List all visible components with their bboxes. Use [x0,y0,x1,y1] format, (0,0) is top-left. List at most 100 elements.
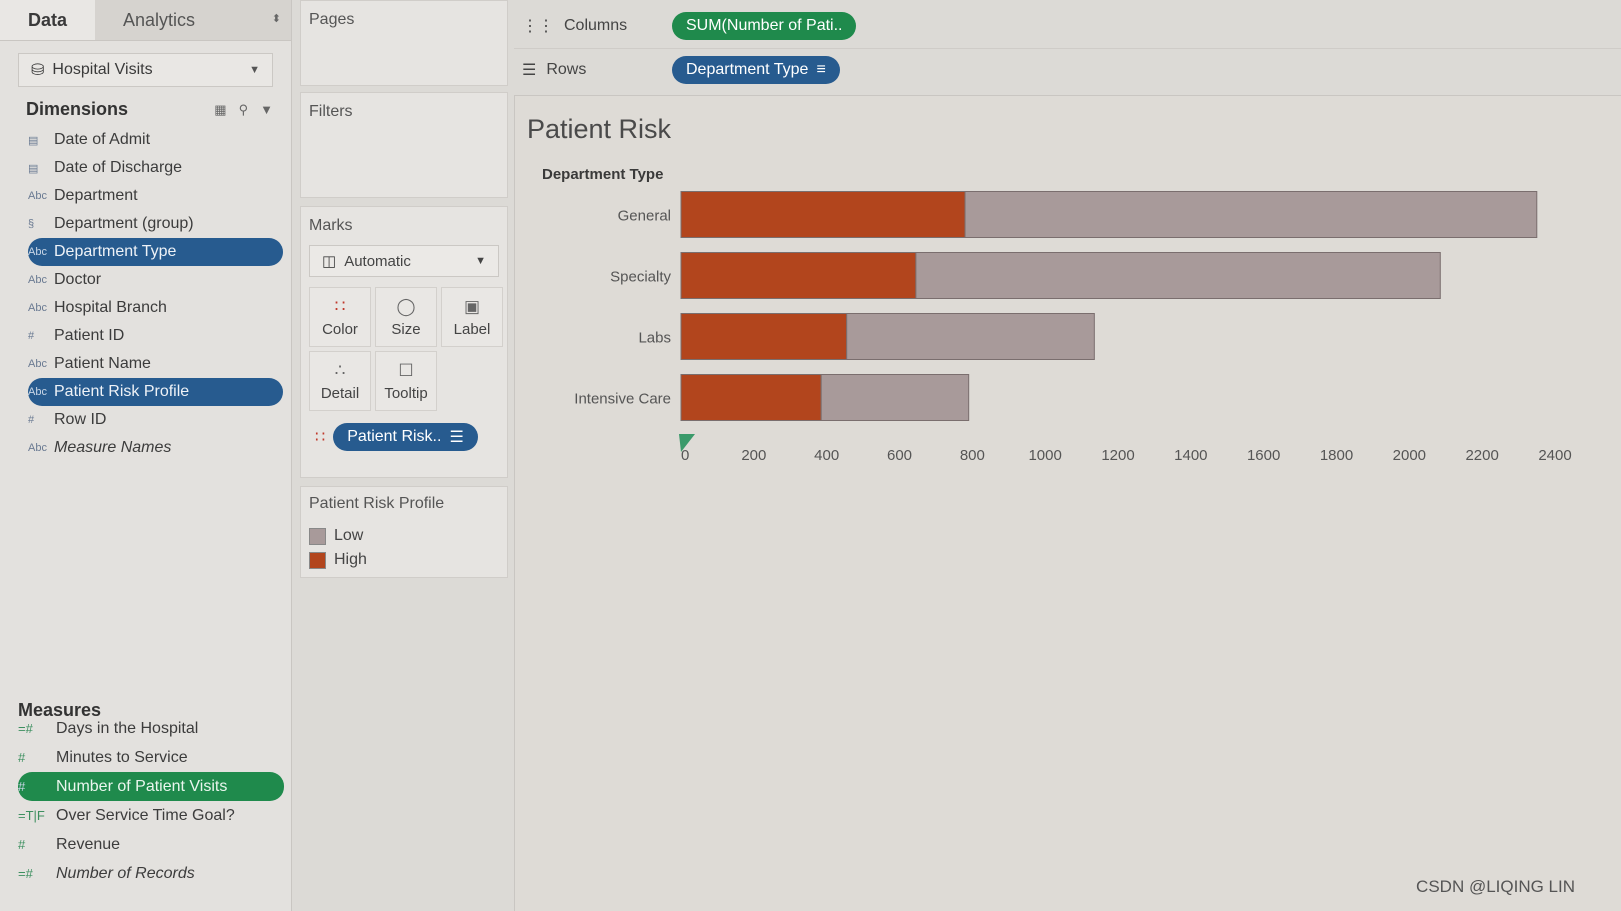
pages-title: Pages [309,11,355,28]
legend-item-low[interactable]: Low [309,527,499,545]
bar-chart-icon: ◫ [322,253,337,270]
bar-low[interactable] [820,374,970,421]
sheet-title: Patient Risk [527,114,672,144]
x-tick-label: 2200 [1465,447,1498,464]
field-label: Patient ID [54,327,125,344]
field-type-icon: =T|F [18,808,45,823]
category-label: Intensive Care [574,391,671,408]
field-item[interactable]: =# Number of Records [18,859,284,888]
x-tick-label: 2400 [1538,447,1571,464]
tooltip-icon: ☐ [398,360,414,380]
color-encoding: ∷ Patient Risk.. ☰ [315,423,499,451]
shelves: ⋮⋮ Columns SUM(Number of Pati.. ☰ Rows D… [514,0,1621,92]
field-item[interactable]: § Department (group) [28,210,283,238]
worksheet-view: Patient Risk Department Type General Spec… [514,95,1621,911]
field-type-icon: ▤ [28,134,39,147]
filters-card[interactable]: Filters [300,92,508,198]
field-item[interactable]: ▤ Date of Discharge [28,154,283,182]
columns-label: Columns [564,17,628,34]
bar-low[interactable] [915,252,1441,299]
field-item[interactable]: Abc Hospital Branch [28,294,283,322]
bar-low[interactable] [846,313,1095,360]
rows-pill[interactable]: Department Type ≡ [672,56,840,84]
tooltip-button[interactable]: ☐ Tooltip [375,351,437,411]
field-label: Department (group) [54,215,194,232]
field-item[interactable]: # Revenue [18,830,284,859]
field-item[interactable]: =T|F Over Service Time Goal? [18,801,284,830]
columns-shelf[interactable]: ⋮⋮ Columns SUM(Number of Pati.. [514,4,1621,49]
detail-button[interactable]: ∴ Detail [309,351,371,411]
data-pane: Data Analytics ⛁ Hospital Visits ▼ Dimen… [0,0,292,911]
grid-view-icon[interactable]: ▦ [214,101,227,117]
columns-pill[interactable]: SUM(Number of Pati.. [672,12,857,40]
field-label: Minutes to Service [56,748,188,766]
mark-type-value: Automatic [344,252,411,270]
field-label: Hospital Branch [54,299,167,316]
field-label: Days in the Hospital [56,719,199,737]
field-type-icon: # [28,414,35,426]
search-icon[interactable]: ⚲ [238,101,249,117]
field-type-icon: Abc [28,442,47,454]
bar-high[interactable] [680,252,917,299]
tab-analytics[interactable]: Analytics [95,0,291,40]
color-field-pill[interactable]: Patient Risk.. ☰ [333,423,478,451]
bar-high[interactable] [680,313,848,360]
axis-marker-icon [679,434,695,452]
x-tick-label: 200 [741,447,766,464]
datasource-name: Hospital Visits [52,61,153,78]
measures-header: Measures [0,700,119,721]
field-type-icon: # [18,779,26,794]
mark-type-dropdown[interactable]: ◫ Automatic ▼ [309,245,499,277]
legend-swatch-high [309,551,326,569]
color-button[interactable]: ∷ Color [309,287,371,347]
field-item[interactable]: Abc Patient Name [28,350,283,378]
field-item[interactable]: Abc Doctor [28,266,283,294]
field-type-icon: Abc [28,358,47,370]
field-item[interactable]: # Patient ID [28,322,283,350]
field-label: Row ID [54,411,107,428]
sort-icon: ☰ [449,429,464,446]
field-item[interactable]: Abc Department Type [28,238,283,266]
field-item[interactable]: # Minutes to Service [18,743,284,772]
field-label: Number of Patient Visits [56,777,228,795]
x-tick-label: 1200 [1101,447,1134,464]
measures-list: =# Days in the Hospital # Minutes to Servic… [0,714,292,888]
dimensions-title: Dimensions [26,99,129,119]
chevron-down-icon[interactable]: ▼ [249,64,260,76]
chevron-down-icon[interactable]: ▼ [260,101,273,117]
tab-data[interactable]: Data [0,0,96,40]
x-tick-label: 400 [814,447,839,464]
field-item[interactable]: Abc Measure Names [28,434,283,462]
label-label: Label [453,320,491,338]
datasource-selector[interactable]: ⛁ Hospital Visits ▼ [18,53,273,87]
side-tabs: Data Analytics [0,0,291,41]
chevron-down-icon[interactable]: ▼ [475,255,486,267]
field-item[interactable]: # Number of Patient Visits [18,772,284,801]
pages-card[interactable]: Pages [300,0,508,86]
x-tick-label: 1400 [1174,447,1207,464]
field-label: Department Type [54,243,177,260]
field-item[interactable]: ▤ Date of Admit [28,126,283,154]
bar-high[interactable] [680,374,822,421]
legend-item-high[interactable]: High [309,551,499,569]
marks-card: Marks ◫ Automatic ▼ ∷ Color ◯ Size ▣ Lab… [300,206,508,478]
field-item[interactable]: Abc Patient Risk Profile [28,378,283,406]
category-label: Specialty [610,269,671,286]
rows-shelf[interactable]: ☰ Rows Department Type ≡ [514,48,1621,92]
bar-low[interactable] [964,191,1538,238]
bar-chart: General Specialty Labs Intensive Care 0 200 40… [574,191,1572,464]
field-label: Date of Admit [54,131,151,148]
field-type-icon: =# [18,866,33,881]
legend-label-high: High [334,551,367,568]
label-button[interactable]: ▣ Label [441,287,503,347]
field-item[interactable]: # Row ID [28,406,283,434]
field-item[interactable]: Abc Department [28,182,283,210]
row-header: Department Type [542,166,664,183]
field-item[interactable]: =# Days in the Hospital [18,714,284,743]
field-label: Doctor [54,271,102,288]
size-button[interactable]: ◯ Size [375,287,437,347]
bar-high[interactable] [680,191,966,238]
label-icon: ▣ [463,296,481,316]
size-icon: ◯ [396,296,416,316]
measures-title: Measures [18,700,102,720]
